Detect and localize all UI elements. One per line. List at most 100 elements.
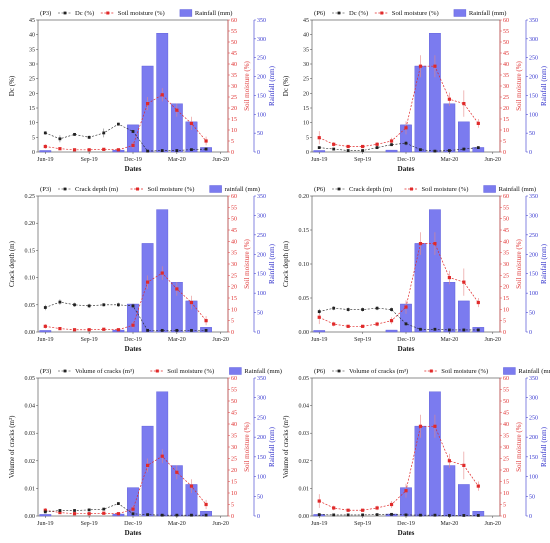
- soil-moisture-point: [146, 463, 150, 467]
- soil-moisture-point: [160, 454, 164, 458]
- soil-moisture-point: [146, 102, 150, 106]
- primary-point: [404, 513, 408, 517]
- x-tick-label: Jun-19: [311, 521, 327, 527]
- legend-soil-moisture-label: Soil moisture (%): [441, 368, 488, 375]
- y-left-tick-label: 0.00: [25, 330, 36, 336]
- y-right2-tick-label: 200: [257, 75, 266, 81]
- chart-panel-6: 0.00 0.01 0.02 0.03 0.04 0.05 0 5 10 15 20 25 30 35 40…: [282, 367, 550, 537]
- y-right1-axis-title: Soil moisture (%): [243, 60, 251, 110]
- x-tick-label: Jun-20: [213, 157, 229, 163]
- soil-moisture-point: [476, 484, 480, 488]
- y-right1-tick-label: 5: [503, 139, 506, 145]
- y-right2-axis-title: Rainfall (mm): [268, 243, 276, 284]
- x-tick-label: Mar-20: [440, 337, 458, 343]
- primary-point: [204, 513, 208, 517]
- y-left-tick-label: 45: [29, 18, 35, 24]
- y-right2-tick-label: 350: [529, 194, 538, 200]
- y-right1-tick-label: 40: [503, 239, 509, 245]
- primary-point: [73, 509, 76, 512]
- panel-label: (P6): [314, 186, 325, 193]
- primary-line: [45, 503, 207, 516]
- y-left-tick-label: 0.01: [299, 486, 310, 492]
- primary-point: [390, 512, 393, 516]
- y-left-tick-label: 0.25: [25, 194, 36, 200]
- rainfall-bar: [429, 209, 441, 333]
- x-tick-label: Sep-19: [81, 337, 98, 343]
- legend-primary-swatch-marker: [63, 369, 67, 373]
- y-right2-axis-title: Rainfall (mm): [540, 426, 548, 467]
- y-right1-tick-label: 30: [231, 445, 237, 451]
- soil-moisture-point: [58, 147, 62, 151]
- primary-point: [58, 300, 62, 304]
- y-right1-tick-label: 5: [231, 319, 234, 325]
- primary-point: [447, 514, 451, 517]
- primary-point: [361, 513, 365, 517]
- y-right2-tick-label: 250: [529, 56, 538, 62]
- primary-point: [204, 328, 208, 332]
- y-left-tick-label: 0.02: [299, 459, 310, 465]
- soil-moisture-point: [204, 319, 208, 323]
- x-tick-label: Dec-19: [124, 337, 142, 343]
- y-right1-tick-label: 60: [503, 376, 509, 382]
- primary-point: [175, 149, 179, 152]
- primary-point: [476, 146, 480, 149]
- y-right2-tick-label: 100: [529, 291, 538, 297]
- primary-point: [204, 147, 208, 151]
- primary-point: [447, 149, 451, 152]
- y-left-tick-label: 0.04: [25, 404, 36, 410]
- y-right1-tick-label: 15: [503, 117, 509, 123]
- legend-soil-moisture-label: Soil moisture (%): [118, 10, 165, 17]
- primary-point: [375, 146, 379, 149]
- y-right1-tick-label: 40: [231, 62, 237, 68]
- legend-primary-label: Crack depth (m): [75, 186, 118, 193]
- soil-moisture-point: [204, 139, 208, 143]
- primary-point: [116, 303, 120, 307]
- legend-rainfall-swatch: [229, 367, 242, 375]
- y-left-tick-label: 0.15: [25, 248, 36, 254]
- soil-moisture-point: [404, 489, 408, 493]
- y-right2-tick-label: 100: [529, 475, 538, 481]
- y-left-tick-label: 40: [29, 33, 35, 39]
- soil-moisture-point: [43, 144, 47, 149]
- rainfall-bar: [385, 329, 398, 333]
- y-left-tick-label: 30: [29, 62, 35, 68]
- y-left-tick-label: 0.20: [299, 194, 310, 200]
- y-right2-tick-label: 350: [529, 376, 538, 382]
- soil-moisture-line: [319, 425, 479, 511]
- y-right2-tick-label: 350: [257, 18, 266, 24]
- y-right1-tick-label: 0: [503, 514, 506, 520]
- legend-primary-swatch-marker: [63, 11, 67, 15]
- y-right2-tick-label: 250: [529, 233, 538, 239]
- primary-point: [146, 328, 150, 332]
- primary-point: [433, 327, 437, 331]
- y-right1-tick-label: 50: [231, 399, 237, 405]
- x-tick-label: Jun-19: [37, 157, 53, 163]
- y-right2-tick-label: 300: [257, 396, 266, 402]
- y-left-tick-label: 0: [306, 150, 309, 156]
- y-right1-tick-label: 25: [503, 95, 509, 101]
- y-right1-tick-label: 30: [231, 262, 237, 268]
- y-left-axis-title: Crack depth (m): [282, 240, 290, 287]
- y-right1-tick-label: 50: [503, 399, 509, 405]
- soil-moisture-point: [102, 511, 106, 515]
- primary-point: [146, 513, 150, 517]
- x-tick-label: Jun-19: [37, 337, 53, 343]
- y-right1-axis-title: Soil moisture (%): [243, 421, 251, 471]
- primary-point: [87, 135, 91, 139]
- soil-moisture-point: [433, 242, 437, 246]
- y-right1-tick-label: 35: [503, 434, 509, 440]
- y-right2-tick-label: 0: [257, 514, 260, 520]
- soil-moisture-point: [361, 144, 365, 149]
- y-right1-tick-label: 5: [503, 503, 506, 509]
- y-right2-tick-label: 300: [257, 37, 266, 43]
- legend-soil-moisture-label: Soil moisture (%): [167, 368, 214, 375]
- x-tick-label: Sep-19: [354, 337, 371, 343]
- y-right1-tick-label: 25: [231, 95, 237, 101]
- legend-primary-swatch-marker: [63, 187, 67, 191]
- x-tick-label: Mar-20: [440, 521, 458, 527]
- y-right2-tick-label: 50: [529, 131, 535, 137]
- soil-moisture-point: [317, 499, 321, 503]
- y-right1-tick-label: 45: [503, 228, 509, 234]
- soil-moisture-point: [58, 327, 62, 331]
